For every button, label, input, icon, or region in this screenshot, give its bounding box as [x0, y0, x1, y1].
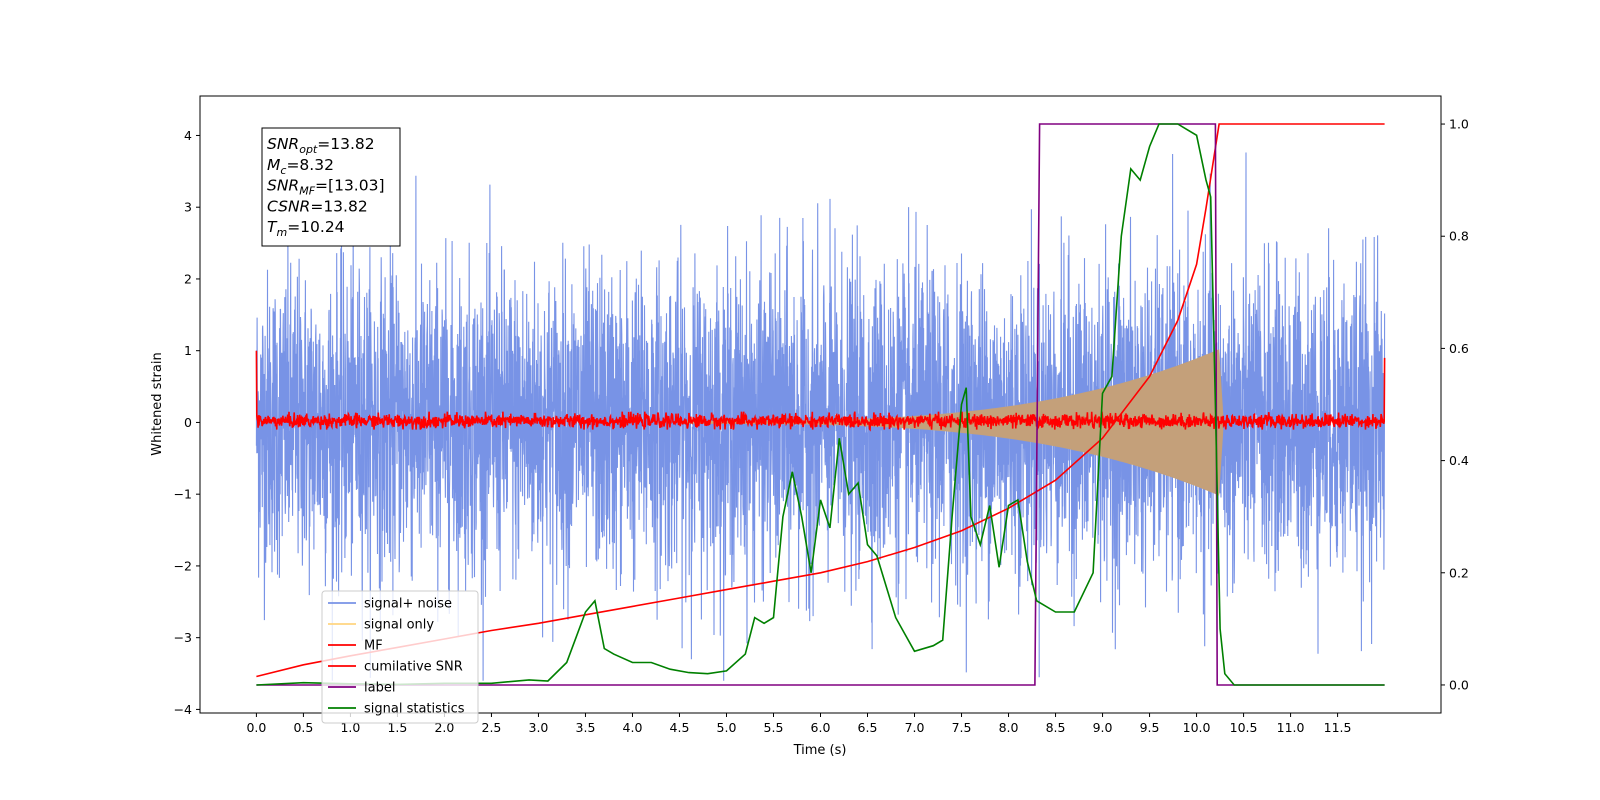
y2-tick-label: 1.0: [1449, 117, 1469, 132]
x-tick-label: 0.0: [246, 720, 266, 735]
y-tick-label: 3: [184, 200, 192, 215]
info-line: Mc=8.32: [267, 156, 334, 177]
x-tick-label: 3.0: [529, 720, 549, 735]
y2-tick-label: 0.8: [1449, 229, 1469, 244]
legend-frame: [321, 590, 479, 724]
y-tick-label: −2: [174, 558, 192, 573]
x-tick-label: 2.0: [434, 720, 454, 735]
x-tick-label: 1.5: [387, 720, 407, 735]
legend-label: MF: [364, 639, 383, 654]
y2-tick-label: 0.6: [1449, 341, 1469, 356]
y-tick-label: −1: [174, 487, 192, 502]
x-tick-label: 2.5: [482, 720, 502, 735]
info-line: SNRopt=13.82: [267, 135, 375, 156]
y2-tick-label: 0.0: [1449, 677, 1469, 692]
info-line: Tm=10.24: [267, 218, 345, 239]
y-tick-label: 2: [184, 271, 192, 286]
info-box: SNRopt=13.82Mc=8.32SNRMF=[13.03]CSNR=13.…: [261, 127, 401, 247]
info-box-frame: [261, 127, 401, 247]
x-tick-label: 8.0: [999, 720, 1019, 735]
info-line: SNRMF=[13.03]: [267, 177, 385, 198]
y2-tick-label: 0.4: [1449, 453, 1469, 468]
x-tick-label: 5.5: [764, 720, 784, 735]
x-tick-label: 7.5: [952, 720, 972, 735]
info-line: CSNR=13.82: [267, 197, 368, 215]
series-signal-statistics: [256, 123, 1385, 686]
x-tick-label: 6.5: [858, 720, 878, 735]
y-axis-label: Whitened strain: [150, 352, 165, 455]
x-tick-label: 0.5: [293, 720, 313, 735]
x-tick-label: 4.5: [670, 720, 690, 735]
legend-label: signal only: [364, 618, 434, 633]
x-tick-label: 11.0: [1277, 720, 1305, 735]
y-tick-label: −3: [174, 630, 192, 645]
y-tick-label: 0: [184, 415, 192, 430]
legend-label: label: [364, 681, 395, 696]
x-tick-label: 3.5: [576, 720, 596, 735]
x-tick-label: 10.5: [1230, 720, 1258, 735]
x-tick-label: 9.0: [1093, 720, 1113, 735]
y-tick-label: 4: [184, 128, 192, 143]
x-tick-label: 6.0: [811, 720, 831, 735]
x-tick-label: 4.0: [623, 720, 643, 735]
y-tick-label: 1: [184, 343, 192, 358]
x-tick-label: 8.5: [1046, 720, 1066, 735]
y-axis-right: 1.0 0.8 0.6 0.4 0.2 0.0: [1441, 117, 1469, 692]
x-tick-label: 5.0: [717, 720, 737, 735]
x-tick-label: 9.5: [1140, 720, 1160, 735]
y-tick-label: −4: [174, 702, 192, 717]
x-axis-label: Time (s): [793, 743, 847, 758]
x-tick-label: 10.0: [1183, 720, 1211, 735]
x-tick-label: 11.5: [1324, 720, 1352, 735]
legend-label: signal statistics: [364, 702, 465, 717]
y-axis-left: 4 3 2 1 0 −1 −2 −3 −4: [174, 128, 200, 717]
y2-tick-label: 0.2: [1449, 565, 1469, 580]
legend-label: signal+ noise: [364, 597, 452, 612]
x-axis: 0.0 0.5 1.0 1.5 2.0 2.5 3.0 3.5 4.0 4.5 5.0 5.5 6.0 6…: [246, 713, 1352, 735]
x-tick-label: 1.0: [340, 720, 360, 735]
legend-label: cumilative SNR: [364, 660, 463, 675]
legend: signal+ noise signal only MF cumilative SNR…: [321, 590, 479, 724]
x-tick-label: 7.0: [905, 720, 925, 735]
series-mf: [255, 350, 1386, 432]
